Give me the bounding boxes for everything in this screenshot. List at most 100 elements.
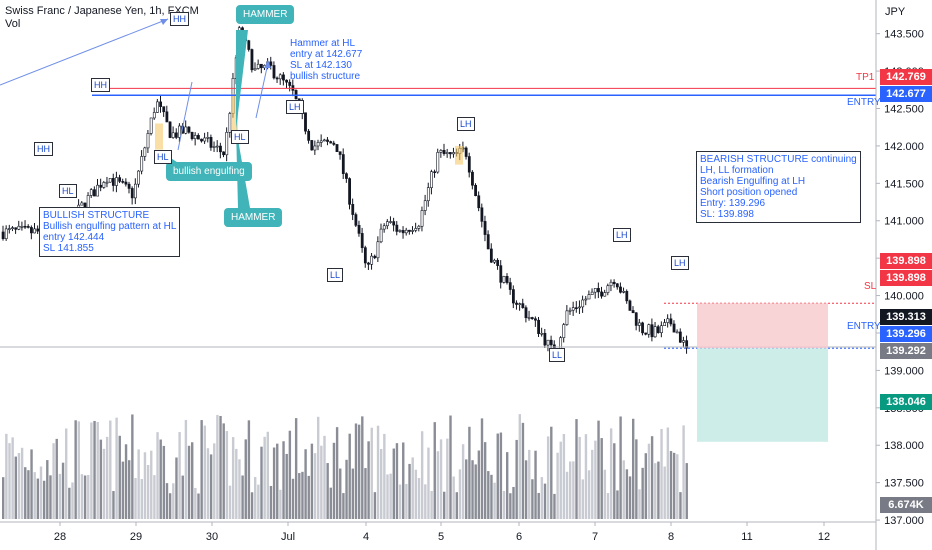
- candle-body: [499, 265, 503, 283]
- candle-body: [203, 137, 207, 142]
- candle-body: [17, 225, 21, 230]
- hammer-callout-bottom[interactable]: HAMMER: [224, 208, 283, 227]
- volume-bar: [131, 414, 134, 519]
- candle-body: [439, 150, 443, 153]
- bearish-structure-note[interactable]: BEARISH STRUCTURE continuing LH, LL form…: [696, 151, 861, 223]
- trend-arrow: [0, 18, 169, 86]
- structure-tag-lh[interactable]: LH: [671, 256, 689, 270]
- candle-body: [430, 171, 433, 188]
- candle-body: [392, 221, 396, 226]
- volume-bar: [345, 459, 348, 519]
- candle-body: [518, 303, 522, 305]
- volume-bar: [285, 453, 288, 519]
- volume-bar: [465, 459, 468, 519]
- structure-tag-lh[interactable]: LH: [613, 228, 631, 242]
- volume-bar: [14, 456, 17, 519]
- volume-bar: [128, 460, 131, 519]
- candle-body: [278, 74, 282, 80]
- volume-bar: [339, 468, 342, 519]
- candle-body: [4, 228, 8, 240]
- volume-bar: [682, 425, 685, 519]
- volume-bar: [641, 467, 644, 519]
- hammer-note[interactable]: Hammer at HL entry at 142.677 SL at 142.…: [290, 38, 363, 82]
- candle-body: [404, 229, 408, 234]
- volume-bar: [294, 418, 298, 519]
- candle-body: [669, 318, 673, 325]
- volume-bar: [506, 452, 509, 519]
- candle-body: [225, 132, 229, 156]
- candle-body: [1, 231, 5, 240]
- time-tick-label: 29: [130, 531, 142, 543]
- volume-bar: [323, 435, 326, 519]
- volume-bar: [143, 452, 147, 519]
- candle-body: [420, 210, 424, 227]
- structure-tag-lh[interactable]: LH: [286, 100, 304, 114]
- price-tick-label: 141.500: [884, 178, 924, 190]
- volume-bar: [219, 415, 222, 519]
- candle-body: [102, 182, 106, 188]
- volume-bar: [27, 470, 30, 519]
- volume-bar: [194, 487, 197, 519]
- candle-body: [379, 228, 383, 243]
- candle-body: [370, 255, 374, 265]
- candle-body: [187, 126, 191, 133]
- volume-bar: [235, 448, 238, 519]
- candle-body: [530, 317, 534, 320]
- candle-body: [215, 145, 219, 148]
- candle-body: [644, 332, 648, 335]
- candle-body: [477, 195, 481, 209]
- candle-body: [612, 281, 616, 285]
- candle-body: [130, 188, 134, 199]
- bullish-structure-note[interactable]: BULLISH STRUCTURE Bullish engulfing patt…: [39, 207, 181, 257]
- volume-bar: [502, 490, 506, 519]
- volume-bar: [543, 483, 547, 519]
- volume-bar: [383, 433, 386, 519]
- volume-bar: [471, 460, 474, 519]
- volume-bar: [342, 493, 345, 519]
- candle-body: [184, 126, 188, 134]
- price-tick-label: 137.000: [884, 515, 924, 527]
- volume-bar: [279, 489, 282, 519]
- candle-body: [118, 177, 122, 182]
- volume-bar: [357, 424, 361, 519]
- volume-bar: [298, 473, 301, 519]
- structure-tag-hh[interactable]: HH: [34, 142, 53, 156]
- candle-body: [171, 132, 175, 138]
- volume-bar: [187, 445, 191, 519]
- volume-bar: [2, 477, 5, 519]
- structure-tag-hl[interactable]: HL: [154, 150, 172, 164]
- volume-bar: [348, 433, 351, 519]
- volume-bar: [597, 420, 600, 519]
- volume-bar: [137, 449, 140, 519]
- volume-bar: [310, 443, 314, 519]
- candle-body: [348, 178, 352, 205]
- candle-body: [625, 291, 629, 302]
- volume-bar: [578, 436, 581, 519]
- structure-tag-hh[interactable]: HH: [170, 12, 189, 26]
- candle-body: [316, 142, 320, 147]
- structure-tag-ll[interactable]: LL: [549, 348, 566, 362]
- volume-bar: [231, 437, 235, 519]
- volume-bar: [569, 461, 572, 519]
- structure-tag-lh[interactable]: LH: [457, 117, 475, 131]
- candle-body: [549, 339, 553, 346]
- volume-bar: [556, 452, 559, 519]
- volume-bar: [257, 484, 260, 519]
- hammer-callout-top[interactable]: HAMMER: [236, 5, 295, 24]
- volume-bar: [531, 479, 534, 519]
- structure-tag-hl[interactable]: HL: [231, 130, 249, 144]
- volume-bar: [320, 445, 323, 519]
- candle-body: [11, 227, 14, 230]
- volume-bar: [572, 461, 575, 519]
- candle-body: [212, 146, 216, 148]
- structure-tag-ll[interactable]: LL: [327, 268, 344, 282]
- candle-body: [660, 325, 663, 333]
- bullish-engulfing-callout[interactable]: bullish engulfing: [166, 162, 252, 181]
- candle-body: [426, 187, 430, 202]
- structure-tag-hh[interactable]: HH: [91, 78, 110, 92]
- volume-bar: [443, 491, 446, 519]
- candle-body: [678, 331, 682, 343]
- structure-tag-hl[interactable]: HL: [59, 184, 77, 198]
- volume-bar: [628, 476, 632, 519]
- volume-bar: [165, 483, 169, 519]
